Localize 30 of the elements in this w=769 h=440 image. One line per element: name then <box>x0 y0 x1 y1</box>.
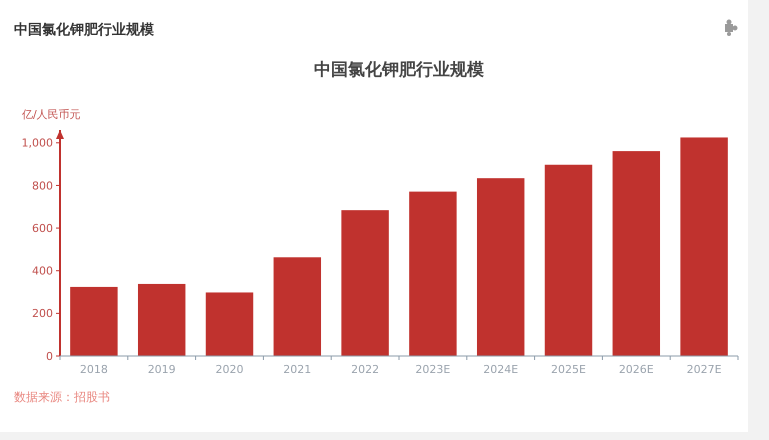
y-tick-label: 600 <box>32 222 53 235</box>
chart-title: 中国氯化钾肥行业规模 <box>314 60 484 80</box>
bar <box>206 292 254 356</box>
x-tick-label: 2023E <box>415 363 450 376</box>
y-tick-label: 400 <box>32 264 53 278</box>
y-tick-label: 1,000 <box>22 136 53 150</box>
source-note: 数据来源：招股书 <box>14 390 110 404</box>
x-tick-label: 2025E <box>551 363 586 376</box>
y-tick-label: 800 <box>32 179 53 192</box>
x-tick-label: 2027E <box>686 363 722 376</box>
bar <box>680 137 728 356</box>
x-tick-label: 2020 <box>216 363 244 376</box>
x-tick-label: 2026E <box>618 363 654 376</box>
text: 中国氯化钾肥行业规模 <box>14 22 155 38</box>
x-tick-label: 2022 <box>351 363 380 376</box>
bar <box>409 192 457 356</box>
bar <box>138 284 186 356</box>
x-tick-label: 2018 <box>80 363 108 376</box>
bar <box>341 210 389 356</box>
x-tick-label: 2021 <box>283 363 312 376</box>
bar <box>476 178 524 356</box>
x-tick-label: 2019 <box>148 363 176 376</box>
bar <box>544 164 592 356</box>
bar <box>274 257 322 356</box>
x-tick-label: 2024E <box>483 363 518 376</box>
y-axis-title: 亿/人民币元 <box>21 108 81 121</box>
y-tick-label: 200 <box>32 307 53 320</box>
y-tick-label: 0 <box>46 350 53 363</box>
bar <box>612 151 660 356</box>
bar <box>70 286 118 356</box>
